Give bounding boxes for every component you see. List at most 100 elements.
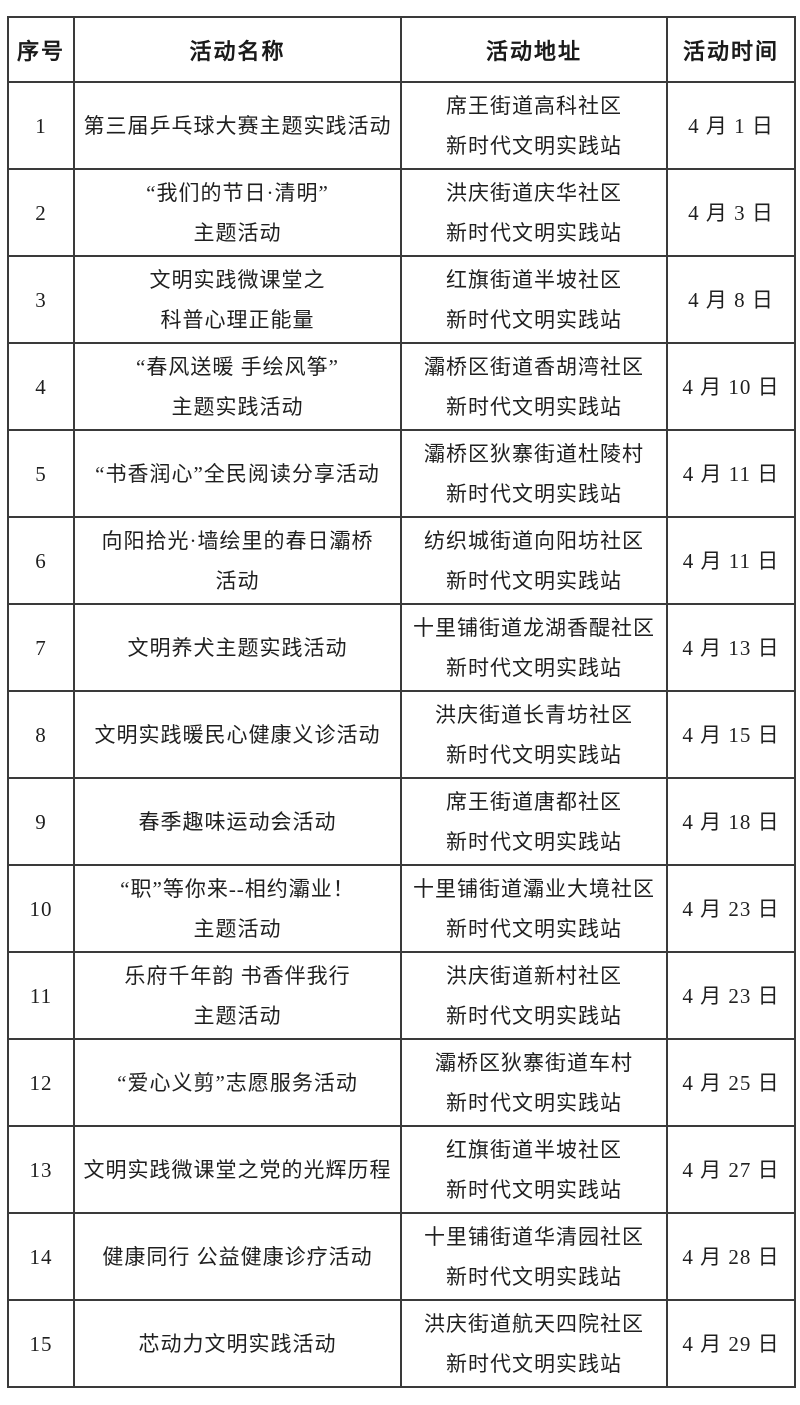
activity-address-line1: 洪庆街道航天四院社区 — [424, 1311, 644, 1336]
activity-address: 十里铺街道龙湖香醍社区 新时代文明实践站 — [400, 603, 668, 692]
activity-address-line2: 新时代文明实践站 — [446, 481, 622, 506]
activity-address-line2: 新时代文明实践站 — [446, 1090, 622, 1115]
activity-address-line1: 十里铺街道华清园社区 — [424, 1224, 644, 1249]
row-number: 14 — [7, 1212, 75, 1301]
activity-name-line1: 文明实践微课堂之党的光辉历程 — [83, 1157, 392, 1182]
table-row: 8 文明实践暖民心健康义诊活动 洪庆街道长青坊社区 新时代文明实践站 4 月 1… — [7, 690, 796, 779]
activity-name-line2: 主题活动 — [193, 220, 282, 245]
table-row: 2 “我们的节日·清明” 主题活动 洪庆街道庆华社区 新时代文明实践站 4 月 … — [7, 168, 796, 257]
col-header-address: 活动地址 — [400, 16, 668, 83]
activity-address-line2: 新时代文明实践站 — [446, 742, 622, 767]
col-header-name: 活动名称 — [73, 16, 402, 83]
activity-address-line2: 新时代文明实践站 — [446, 133, 622, 158]
col-header-date: 活动时间 — [666, 16, 796, 83]
activity-address: 十里铺街道灞业大境社区 新时代文明实践站 — [400, 864, 668, 953]
activity-date: 4 月 27 日 — [666, 1125, 796, 1214]
activity-address-line1: 纺织城街道向阳坊社区 — [424, 528, 644, 553]
activity-address-line1: 红旗街道半坡社区 — [446, 1137, 622, 1162]
row-number: 3 — [7, 255, 75, 344]
activity-date: 4 月 18 日 — [666, 777, 796, 866]
activity-name-line1: “书香润心”全民阅读分享活动 — [95, 461, 380, 486]
activity-date: 4 月 13 日 — [666, 603, 796, 692]
activity-address-line2: 新时代文明实践站 — [446, 829, 622, 854]
row-number: 13 — [7, 1125, 75, 1214]
activity-name-line2: 活动 — [215, 568, 260, 593]
table-row: 3 文明实践微课堂之 科普心理正能量 红旗街道半坡社区 新时代文明实践站 4 月… — [7, 255, 796, 344]
activity-date: 4 月 3 日 — [666, 168, 796, 257]
activity-name-line1: “春风送暖 手绘风筝” — [136, 354, 339, 379]
activity-name-line2: 科普心理正能量 — [160, 307, 315, 332]
activity-name-line1: 向阳拾光·墙绘里的春日灞桥 — [101, 528, 374, 553]
row-number: 1 — [7, 81, 75, 170]
activity-name-line1: 乐府千年韵 书香伴我行 — [124, 963, 351, 988]
activity-date: 4 月 25 日 — [666, 1038, 796, 1127]
activity-date: 4 月 11 日 — [666, 429, 796, 518]
activity-name-line1: 文明实践暖民心健康义诊活动 — [94, 722, 381, 747]
activity-address-line1: 灞桥区街道香胡湾社区 — [424, 354, 644, 379]
row-number: 9 — [7, 777, 75, 866]
activity-address-line2: 新时代文明实践站 — [446, 568, 622, 593]
activity-schedule-table: 序号 活动名称 活动地址 活动时间 1 第三届乒乓球大赛主题实践活动 席王街道高… — [7, 16, 796, 1388]
activity-name: “爱心义剪”志愿服务活动 — [73, 1038, 402, 1127]
table-row: 14 健康同行 公益健康诊疗活动 十里铺街道华清园社区 新时代文明实践站 4 月… — [7, 1212, 796, 1301]
activity-name: “职”等你来--相约灞业！ 主题活动 — [73, 864, 402, 953]
row-number: 15 — [7, 1299, 75, 1388]
activity-address-line2: 新时代文明实践站 — [446, 1351, 622, 1376]
row-number: 2 — [7, 168, 75, 257]
activity-date: 4 月 10 日 — [666, 342, 796, 431]
col-header-no: 序号 — [7, 16, 75, 83]
activity-name-line2: 主题活动 — [193, 916, 282, 941]
activity-address: 红旗街道半坡社区 新时代文明实践站 — [400, 1125, 668, 1214]
activity-address-line1: 十里铺街道龙湖香醍社区 — [413, 615, 655, 640]
table-row: 11 乐府千年韵 书香伴我行 主题活动 洪庆街道新村社区 新时代文明实践站 4 … — [7, 951, 796, 1040]
activity-name-line1: “职”等你来--相约灞业！ — [120, 876, 355, 901]
activity-date: 4 月 8 日 — [666, 255, 796, 344]
activity-date: 4 月 15 日 — [666, 690, 796, 779]
activity-address: 红旗街道半坡社区 新时代文明实践站 — [400, 255, 668, 344]
activity-date: 4 月 11 日 — [666, 516, 796, 605]
activity-address-line2: 新时代文明实践站 — [446, 916, 622, 941]
activity-address-line2: 新时代文明实践站 — [446, 1177, 622, 1202]
activity-name-line2: 主题实践活动 — [171, 394, 304, 419]
table-row: 15 芯动力文明实践活动 洪庆街道航天四院社区 新时代文明实践站 4 月 29 … — [7, 1299, 796, 1388]
activity-name: “书香润心”全民阅读分享活动 — [73, 429, 402, 518]
activity-name-line1: “我们的节日·清明” — [146, 180, 329, 205]
activity-address-line2: 新时代文明实践站 — [446, 1264, 622, 1289]
activity-address-line1: 洪庆街道长青坊社区 — [435, 702, 633, 727]
activity-address-line1: 洪庆街道新村社区 — [446, 963, 622, 988]
table-row: 5 “书香润心”全民阅读分享活动 灞桥区狄寨街道杜陵村 新时代文明实践站 4 月… — [7, 429, 796, 518]
activity-date: 4 月 28 日 — [666, 1212, 796, 1301]
activity-name-line1: 健康同行 公益健康诊疗活动 — [102, 1244, 373, 1269]
activity-name-line2: 主题活动 — [193, 1003, 282, 1028]
activity-name: 向阳拾光·墙绘里的春日灞桥 活动 — [73, 516, 402, 605]
activity-address-line1: 十里铺街道灞业大境社区 — [413, 876, 655, 901]
activity-name-line1: 第三届乒乓球大赛主题实践活动 — [83, 113, 392, 138]
activity-date: 4 月 29 日 — [666, 1299, 796, 1388]
activity-address: 洪庆街道长青坊社区 新时代文明实践站 — [400, 690, 668, 779]
activity-address-line1: 席王街道唐都社区 — [446, 789, 622, 814]
row-number: 11 — [7, 951, 75, 1040]
table-row: 9 春季趣味运动会活动 席王街道唐都社区 新时代文明实践站 4 月 18 日 — [7, 777, 796, 866]
table-header-row: 序号 活动名称 活动地址 活动时间 — [7, 16, 796, 83]
activity-name-line1: 文明实践微课堂之 — [149, 267, 326, 292]
row-number: 10 — [7, 864, 75, 953]
table-row: 7 文明养犬主题实践活动 十里铺街道龙湖香醍社区 新时代文明实践站 4 月 13… — [7, 603, 796, 692]
activity-name: 健康同行 公益健康诊疗活动 — [73, 1212, 402, 1301]
activity-date: 4 月 23 日 — [666, 864, 796, 953]
table-row: 4 “春风送暖 手绘风筝” 主题实践活动 灞桥区街道香胡湾社区 新时代文明实践站… — [7, 342, 796, 431]
activity-address: 席王街道高科社区 新时代文明实践站 — [400, 81, 668, 170]
activity-address: 灞桥区狄寨街道杜陵村 新时代文明实践站 — [400, 429, 668, 518]
activity-address-line1: 灞桥区狄寨街道车村 — [435, 1050, 633, 1075]
activity-name: “我们的节日·清明” 主题活动 — [73, 168, 402, 257]
activity-name: 文明养犬主题实践活动 — [73, 603, 402, 692]
activity-address-line1: 席王街道高科社区 — [446, 93, 622, 118]
table-row: 12 “爱心义剪”志愿服务活动 灞桥区狄寨街道车村 新时代文明实践站 4 月 2… — [7, 1038, 796, 1127]
activity-date: 4 月 1 日 — [666, 81, 796, 170]
table-row: 13 文明实践微课堂之党的光辉历程 红旗街道半坡社区 新时代文明实践站 4 月 … — [7, 1125, 796, 1214]
activity-name: 文明实践微课堂之党的光辉历程 — [73, 1125, 402, 1214]
table-row: 6 向阳拾光·墙绘里的春日灞桥 活动 纺织城街道向阳坊社区 新时代文明实践站 4… — [7, 516, 796, 605]
activity-date: 4 月 23 日 — [666, 951, 796, 1040]
activity-address-line2: 新时代文明实践站 — [446, 307, 622, 332]
activity-address: 洪庆街道新村社区 新时代文明实践站 — [400, 951, 668, 1040]
